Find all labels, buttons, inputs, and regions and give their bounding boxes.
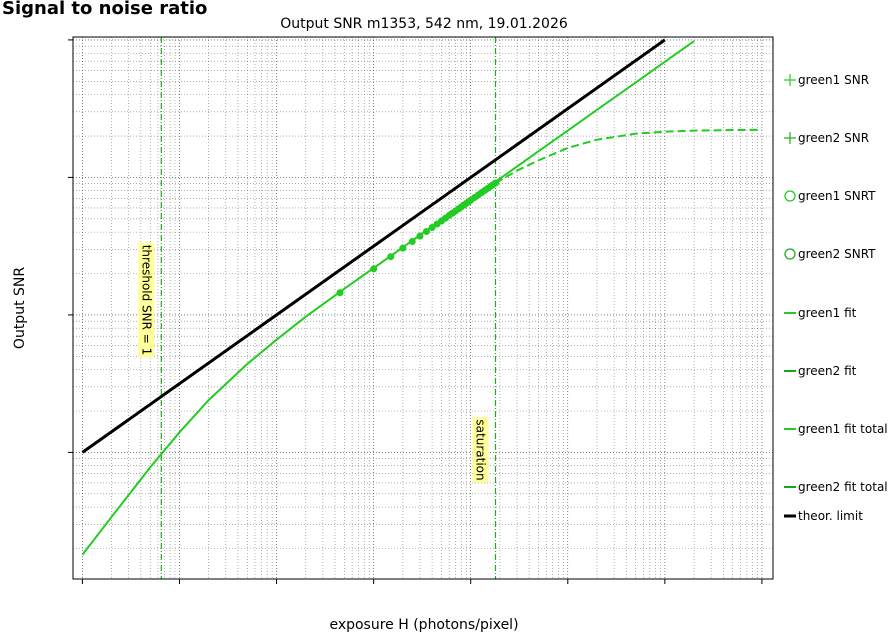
grid: [73, 37, 773, 579]
legend-label: green1 SNRT: [798, 189, 876, 203]
x-axis-title: exposure H (photons/pixel): [329, 617, 518, 633]
chart-title: Output SNR m1353, 542 nm, 19.01.2026: [280, 16, 568, 32]
legend: green1 SNR green2 SNR green1 SNRT green2 SN…: [784, 73, 888, 523]
vline-label: threshold SNR = 1: [139, 245, 153, 356]
legend-label: green2 fit total: [798, 480, 888, 494]
vline-label-group: threshold SNR = 1: [138, 242, 155, 358]
series-line-4: [81, 40, 695, 556]
legend-circle-marker: [784, 190, 796, 202]
vline-label-background: [472, 417, 489, 483]
legend-circle-marker: [784, 248, 796, 260]
vline-label-background: [138, 242, 155, 358]
series-line-8: [81, 38, 666, 454]
vertical-markers: threshold SNR = 1 saturation: [138, 37, 497, 579]
series-line-6: [494, 128, 762, 184]
vline-label: saturation: [473, 419, 487, 480]
legend-label: green2 fit: [798, 364, 857, 378]
legend-label: green2 SNRT: [798, 247, 876, 261]
series-group: [81, 38, 762, 556]
vline-label-group: saturation: [472, 417, 489, 483]
y-axis-title: Output SNR: [12, 267, 28, 349]
banner-fragment: Signal to noise ratio: [2, 0, 207, 19]
x-axis: [81, 579, 763, 584]
plot-frame: [72, 36, 774, 580]
legend-label: green1 SNR: [798, 73, 869, 87]
legend-label: theor. limit: [798, 509, 863, 523]
legend-label: green1 fit: [798, 306, 857, 320]
legend-label: green2 SNR: [798, 131, 869, 145]
y-axis: [68, 39, 73, 453]
legend-label: green1 fit total: [798, 422, 888, 436]
